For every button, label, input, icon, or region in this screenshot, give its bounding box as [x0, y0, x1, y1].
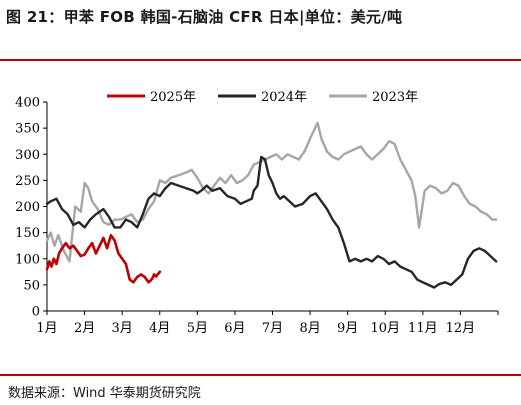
legend-label: 2024年: [261, 90, 307, 105]
series-line-2023: [45, 121, 498, 263]
y-tick-label: 100: [15, 252, 40, 267]
y-tick-label: 200: [15, 200, 40, 215]
y-tick-label: 400: [15, 96, 40, 111]
y-axis-tick-labels: 0 50 100 150 200 250 300 350 400: [15, 96, 40, 320]
chart-axes: [43, 101, 499, 315]
x-tick-label: 7月: [262, 321, 283, 336]
x-axis-tick-labels: 1月 2月 3月 4月 5月 6月 7月 8月 9月 10月 11月 12月: [36, 321, 475, 336]
legend-label: 2025年: [150, 90, 196, 105]
y-tick-label: 350: [15, 122, 40, 137]
y-tick-label: 50: [23, 278, 40, 293]
series-lines: [45, 121, 498, 289]
figure-title: 图 21：甲苯 FOB 韩国-石脑油 CFR 日本|单位：美元/吨: [6, 8, 403, 26]
x-tick-label: 4月: [149, 321, 170, 336]
series-line-2024: [45, 155, 498, 289]
legend-label: 2023年: [372, 90, 418, 105]
x-tick-label: 9月: [337, 321, 358, 336]
x-tick-label: 6月: [224, 321, 245, 336]
y-tick-label: 250: [15, 174, 40, 189]
y-tick-label: 0: [32, 305, 40, 320]
x-tick-label: 10月: [370, 321, 400, 336]
bottom-divider: [0, 374, 521, 376]
x-tick-label: 5月: [187, 321, 208, 336]
chart-legend: 2025年 2024年 2023年: [107, 90, 418, 105]
x-tick-label: 12月: [446, 321, 476, 336]
series-line-2025: [45, 233, 162, 284]
y-tick-label: 150: [15, 226, 40, 241]
x-tick-label: 1月: [36, 321, 57, 336]
x-tick-label: 2月: [74, 321, 95, 336]
y-tick-label: 300: [15, 148, 40, 163]
top-divider: [0, 59, 521, 61]
x-tick-label: 8月: [299, 321, 320, 336]
data-source-note: 数据来源：Wind 华泰期货研究院: [8, 386, 201, 401]
x-tick-label: 3月: [112, 321, 133, 336]
x-tick-label: 11月: [408, 321, 438, 336]
